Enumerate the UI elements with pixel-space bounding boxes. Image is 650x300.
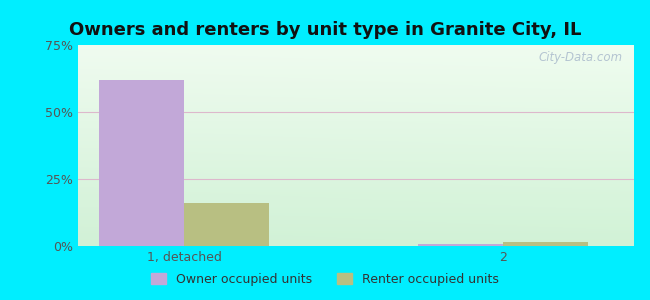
Bar (99, 80, 185, 246)
Text: Owners and renters by unit type in Granite City, IL: Owners and renters by unit type in Grani… (69, 21, 581, 39)
Bar (503, 242, 588, 246)
Bar (185, 203, 269, 246)
Bar (418, 244, 503, 246)
Text: City-Data.com: City-Data.com (538, 51, 623, 64)
Legend: Owner occupied units, Renter occupied units: Owner occupied units, Renter occupied un… (146, 268, 504, 291)
